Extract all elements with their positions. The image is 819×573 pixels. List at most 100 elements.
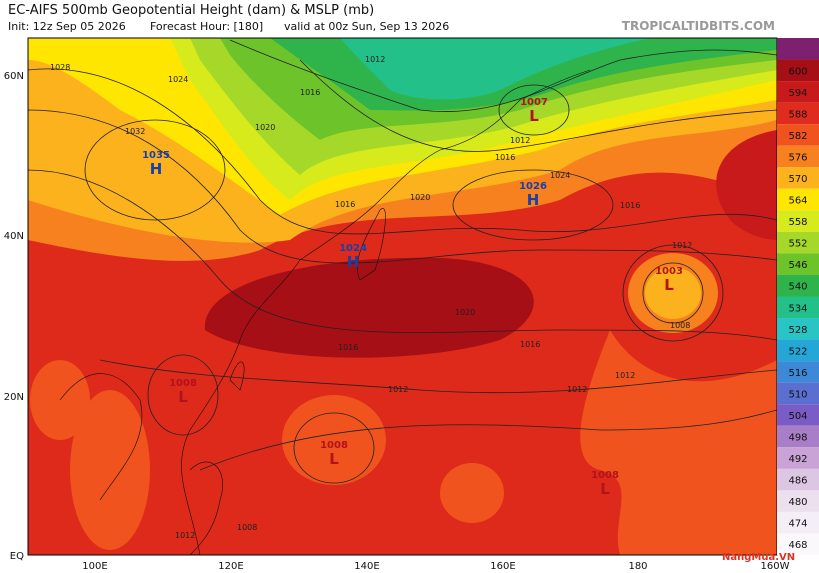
title: EC-AIFS 500mb Geopotential Height (dam) …	[8, 3, 374, 18]
init: Init: 12z Sep 05 2026	[8, 20, 126, 33]
colorbar-label: 582	[788, 131, 807, 142]
colorbar-swatch	[777, 253, 819, 275]
colorbar-swatch	[777, 533, 819, 555]
axis-labels: 60N 40N 20N EQ 100E 120E 140E 160E 180 160W	[4, 71, 790, 572]
colorbar-label: 558	[788, 217, 807, 228]
center-pressure: 1008	[320, 440, 348, 451]
isobar-label: 1016	[335, 200, 355, 209]
isobar-label: 1012	[175, 531, 195, 540]
center-pressure: 1003	[655, 266, 683, 277]
colorbar-label: 534	[788, 303, 807, 314]
isobar-label: 1008	[237, 523, 257, 532]
colorbar-label: 522	[788, 346, 807, 357]
lat-label: 20N	[4, 392, 24, 403]
colorbar-label: 468	[788, 540, 807, 551]
isobar-labels: 1028 1024 1032 1012 1016 1020 1020 1016 …	[50, 55, 692, 540]
colorbar-swatch	[777, 339, 819, 362]
lat-label: 40N	[4, 231, 24, 242]
colorbar-label: 600	[788, 66, 807, 77]
colorbar-label: 594	[788, 88, 807, 99]
center-symbol: L	[178, 388, 188, 406]
center-pressure: 1035	[142, 150, 170, 161]
center-pressure: 1024	[339, 243, 367, 254]
isobar-label: 1012	[365, 55, 385, 64]
center-pressure: 1007	[520, 97, 548, 108]
isobar-label: 1012	[567, 385, 587, 394]
colorbar-swatch	[777, 59, 819, 82]
lon-label: 140E	[354, 561, 379, 572]
center-symbol: L	[600, 480, 610, 498]
colorbar-swatch	[777, 425, 819, 448]
colorbar-swatch	[777, 145, 819, 168]
lat-label: EQ	[10, 551, 24, 562]
center-symbol: H	[347, 253, 360, 271]
colorbar-swatch	[777, 188, 819, 211]
colorbar-swatch	[777, 382, 819, 405]
center-symbol: H	[150, 160, 163, 178]
colorbar-label: 516	[788, 368, 807, 379]
lon-label: 180	[628, 561, 647, 572]
colorbar-swatch	[777, 124, 819, 146]
colorbar-swatch	[777, 490, 819, 512]
lon-label: 160W	[761, 561, 790, 572]
colorbar-swatch	[777, 361, 819, 383]
colorbar-label: 528	[788, 325, 807, 336]
colorbar-label: 576	[788, 152, 807, 163]
colorbar-swatch	[777, 274, 819, 297]
colorbar-label: 552	[788, 239, 807, 250]
colorbar-swatch	[777, 511, 819, 534]
isobar-label: 1016	[520, 340, 540, 349]
colorbar-swatch	[777, 404, 819, 426]
isobar-label: 1016	[620, 201, 640, 210]
isobar-label: 1012	[672, 241, 692, 250]
center-symbol: L	[329, 450, 339, 468]
colorbar-label: 564	[788, 196, 807, 207]
isobar-label: 1016	[300, 88, 320, 97]
colorbar-label: 474	[788, 519, 807, 530]
isobar-label: 1012	[388, 385, 408, 394]
forecast: Forecast Hour: [180]	[150, 20, 263, 33]
isobar-label: 1020	[410, 193, 430, 202]
isobar-label: 1020	[255, 123, 275, 132]
colorbar-swatch	[777, 318, 819, 340]
isobar-label: 1020	[455, 308, 475, 317]
isobar-label: 1012	[510, 136, 530, 145]
lon-label: 120E	[218, 561, 243, 572]
colorbar-swatch	[777, 296, 819, 319]
center-pressure: 1026	[519, 181, 547, 192]
colorbar-swatch	[777, 210, 819, 232]
colorbar-swatch	[777, 167, 819, 189]
isobar-label: 1024	[550, 171, 570, 180]
watermark: NangMua.VN	[722, 552, 795, 563]
colorbar: 600 594 588 582 576 570 564 558 552 546 540 534 528 5…	[777, 38, 819, 555]
isobar-label: 1008	[670, 321, 690, 330]
isobar-label: 1012	[615, 371, 635, 380]
colorbar-label: 480	[788, 497, 807, 508]
colorbar-label: 498	[788, 433, 807, 444]
center-pressure: 1008	[591, 470, 619, 481]
map-field	[28, 38, 777, 555]
lon-label: 100E	[82, 561, 107, 572]
isobar-label: 1016	[495, 153, 515, 162]
colorbar-swatch	[777, 81, 819, 103]
isobar-label: 1028	[50, 63, 70, 72]
colorbar-swatch	[777, 468, 819, 491]
center-symbol: L	[529, 107, 539, 125]
center-symbol: L	[664, 276, 674, 294]
valid: valid at 00z Sun, Sep 13 2026	[284, 20, 449, 33]
colorbar-label: 588	[788, 109, 807, 120]
colorbar-swatch	[777, 231, 819, 254]
colorbar-label: 486	[788, 476, 807, 487]
colorbar-label: 546	[788, 260, 807, 271]
colorbar-label: 510	[788, 389, 807, 400]
colorbar-label: 492	[788, 454, 807, 465]
isobar-label: 1032	[125, 127, 145, 136]
colorbar-swatch	[777, 102, 819, 125]
lat-label: 60N	[4, 71, 24, 82]
center-pressure: 1008	[169, 378, 197, 389]
colorbar-swatch	[777, 447, 819, 469]
isobar-label: 1016	[338, 343, 358, 352]
center-symbol: H	[527, 191, 540, 209]
